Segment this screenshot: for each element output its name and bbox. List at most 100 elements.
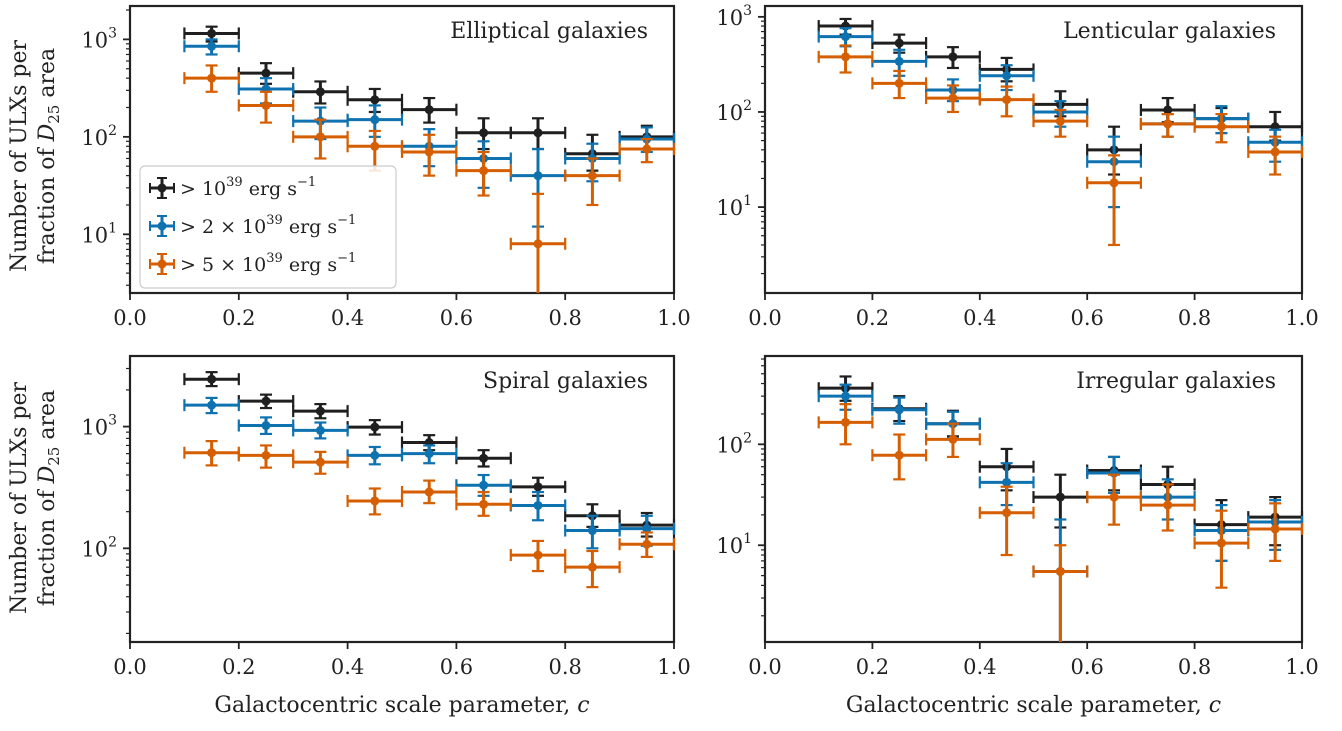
data-point-blue bbox=[1002, 71, 1012, 81]
x-tick-label-irregular: 0.6 bbox=[1070, 655, 1103, 679]
y-tick-label-elliptical: 103 bbox=[81, 25, 117, 52]
x-tick-label-elliptical: 0.4 bbox=[331, 306, 364, 330]
y-tick-label-elliptical: 102 bbox=[81, 123, 117, 150]
data-point-blue bbox=[370, 450, 380, 460]
data-point-black bbox=[948, 52, 958, 62]
data-point-blue bbox=[1002, 477, 1012, 487]
data-point-blue bbox=[841, 391, 851, 401]
data-point-black bbox=[261, 396, 271, 406]
data-point-orange bbox=[261, 100, 271, 110]
y-tick-label-irregular: 102 bbox=[716, 430, 752, 457]
data-point-blue bbox=[841, 32, 851, 42]
x-tick-label-irregular: 0.8 bbox=[1178, 655, 1211, 679]
data-point-orange bbox=[370, 496, 380, 506]
ylabel-top-line2: fraction of D25 area bbox=[35, 48, 63, 264]
y-tick-label-lenticular: 102 bbox=[716, 98, 752, 125]
x-tick-label-lenticular: 0.2 bbox=[856, 306, 889, 330]
data-point-black bbox=[533, 482, 543, 492]
legend-marker-dot bbox=[157, 259, 167, 269]
data-point-orange bbox=[1109, 178, 1119, 188]
x-tick-label-elliptical: 0.0 bbox=[113, 306, 146, 330]
y-tick-label-lenticular: 101 bbox=[716, 193, 752, 220]
x-tick-label-lenticular: 0.4 bbox=[963, 306, 996, 330]
x-tick-label-spiral: 0.8 bbox=[548, 655, 581, 679]
data-point-orange bbox=[1163, 119, 1173, 129]
y-tick-label-lenticular: 103 bbox=[716, 3, 752, 30]
series-orange-lenticular bbox=[817, 44, 1304, 247]
x-tick-label-spiral: 0.4 bbox=[331, 655, 364, 679]
data-point-black bbox=[479, 453, 489, 463]
x-tick-label-elliptical: 0.8 bbox=[548, 306, 581, 330]
data-point-orange bbox=[1109, 492, 1119, 502]
series-orange-spiral bbox=[183, 439, 676, 589]
data-point-orange bbox=[642, 144, 652, 154]
legend-item: > 1039 erg s−1 bbox=[149, 175, 316, 200]
ylabel-top-line1: Number of ULXs per bbox=[7, 40, 32, 272]
data-point-orange bbox=[533, 239, 543, 249]
data-point-orange bbox=[479, 499, 489, 509]
data-point-orange bbox=[315, 132, 325, 142]
data-point-black bbox=[315, 406, 325, 416]
panel-title-spiral: Spiral galaxies bbox=[483, 369, 648, 394]
data-point-orange bbox=[1002, 95, 1012, 105]
legend-label: > 2 × 1039 erg s−1 bbox=[180, 213, 356, 238]
data-point-orange bbox=[370, 141, 380, 151]
data-point-blue bbox=[370, 115, 380, 125]
data-point-orange bbox=[261, 450, 271, 460]
x-tick-label-spiral: 0.6 bbox=[440, 655, 473, 679]
data-point-black bbox=[424, 105, 434, 115]
data-point-orange bbox=[841, 52, 851, 62]
data-point-orange bbox=[1216, 538, 1226, 548]
data-point-blue bbox=[533, 171, 543, 181]
data-point-orange bbox=[315, 457, 325, 467]
data-point-orange bbox=[948, 434, 958, 444]
x-axis-label-irregular: Galactocentric scale parameter, c bbox=[846, 693, 1221, 718]
data-point-black bbox=[1163, 105, 1173, 115]
x-tick-label-elliptical: 0.2 bbox=[222, 306, 255, 330]
x-tick-label-lenticular: 0.6 bbox=[1070, 306, 1103, 330]
data-point-blue bbox=[207, 41, 217, 51]
legend: > 1039 erg s−1 > 2 × 1039 erg s−1 > 5 × 10… bbox=[139, 165, 397, 289]
data-point-orange bbox=[841, 417, 851, 427]
data-point-black bbox=[479, 128, 489, 138]
legend-label: > 5 × 1039 erg s−1 bbox=[180, 251, 356, 276]
legend-marker-dot bbox=[157, 183, 167, 193]
data-point-orange bbox=[1055, 116, 1065, 126]
data-point-black bbox=[1055, 492, 1065, 502]
data-point-orange bbox=[1270, 147, 1280, 157]
x-tick-label-irregular: 1.0 bbox=[1285, 655, 1318, 679]
data-point-blue bbox=[587, 526, 597, 536]
x-tick-label-spiral: 0.0 bbox=[113, 655, 146, 679]
data-point-orange bbox=[587, 171, 597, 181]
x-axis-label-spiral: Galactocentric scale parameter, c bbox=[214, 693, 589, 718]
ylabel-bottom-line1: Number of ULXs per bbox=[7, 382, 32, 614]
data-point-orange bbox=[587, 562, 597, 572]
data-point-black bbox=[207, 374, 217, 384]
x-tick-label-irregular: 0.4 bbox=[963, 655, 996, 679]
data-point-orange bbox=[1002, 508, 1012, 518]
panel-spiral: 0.0 0.2 0.4 0.6 0.8 1.0 102 103 Spiral galaxies G… bbox=[81, 354, 691, 718]
legend-label: > 1039 erg s−1 bbox=[180, 175, 316, 200]
legend-item: > 5 × 1039 erg s−1 bbox=[149, 251, 356, 276]
x-tick-label-spiral: 0.2 bbox=[222, 655, 255, 679]
y-tick-label-elliptical: 101 bbox=[81, 220, 117, 247]
data-point-black bbox=[533, 128, 543, 138]
data-point-black bbox=[207, 28, 217, 38]
y-tick-label-irregular: 101 bbox=[716, 531, 752, 558]
data-point-orange bbox=[642, 539, 652, 549]
data-point-orange bbox=[948, 93, 958, 103]
data-point-orange bbox=[424, 487, 434, 497]
panel-title-lenticular: Lenticular galaxies bbox=[1063, 19, 1276, 44]
legend-item: > 2 × 1039 erg s−1 bbox=[149, 213, 356, 238]
series-blue-spiral bbox=[183, 396, 676, 550]
panel-lenticular: 0.0 0.2 0.4 0.6 0.8 1.0 101 102 103 Lenticular ga… bbox=[716, 3, 1318, 330]
y-tick-label-spiral: 103 bbox=[81, 413, 117, 440]
data-point-orange bbox=[1270, 524, 1280, 534]
y-tick-label-spiral: 102 bbox=[81, 534, 117, 561]
data-point-blue bbox=[315, 425, 325, 435]
data-point-blue bbox=[424, 449, 434, 459]
data-point-orange bbox=[1216, 122, 1226, 132]
data-point-blue bbox=[894, 56, 904, 66]
data-point-orange bbox=[1163, 500, 1173, 510]
